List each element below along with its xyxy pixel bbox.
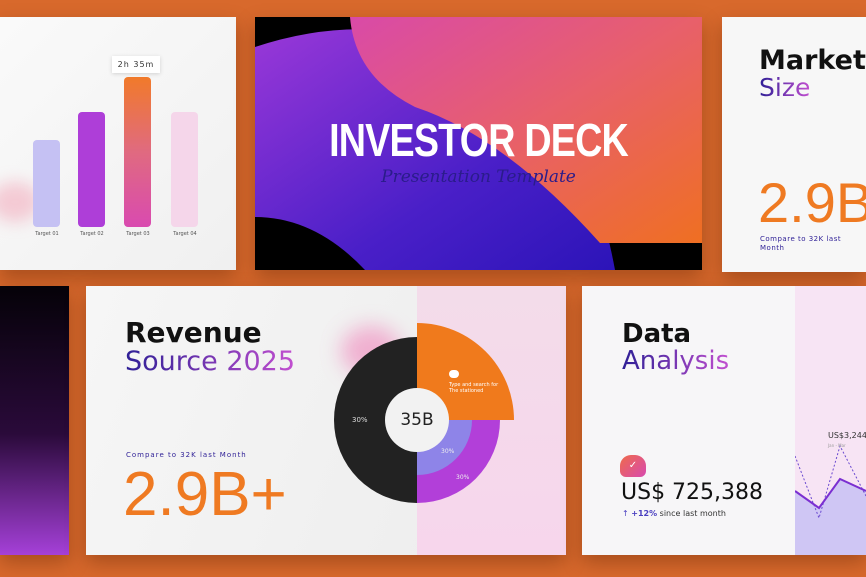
change-text: since last month xyxy=(659,509,726,518)
bar-tooltip: 2h 35m xyxy=(112,56,160,73)
segment-label: 30% xyxy=(441,448,455,455)
bar-4[interactable] xyxy=(171,111,198,227)
cloud-check-icon: ✓ xyxy=(620,455,646,477)
bar-label: Target 03 xyxy=(126,231,150,237)
cloud-check-icon xyxy=(449,370,459,378)
slide-revenue[interactable]: Revenue Source 2025 Compare to 32K last … xyxy=(86,286,566,555)
bar-3[interactable] xyxy=(124,77,151,227)
bar-label: Target 04 xyxy=(173,231,197,237)
segment-black xyxy=(334,337,417,503)
change-percent: +12% xyxy=(631,509,658,518)
slide-investor-deck[interactable]: INVESTOR DECK Presentation Template xyxy=(255,17,702,270)
segment-orange xyxy=(417,323,514,420)
market-title: Market xyxy=(759,45,866,76)
revenue-value: 2.9B+ xyxy=(123,460,287,529)
market-subtitle: Size xyxy=(759,73,811,102)
segment-label: 30% xyxy=(352,416,368,424)
segment-label: Type and search for The stationed xyxy=(449,382,499,394)
arrow-up-icon: ↑ xyxy=(622,509,629,518)
revenue-subtitle: Source 2025 xyxy=(125,346,296,377)
slide-market-size[interactable]: Market Size 2.9B Compare to 32K last Mon… xyxy=(722,17,866,272)
bar-2[interactable] xyxy=(78,111,105,227)
slide-bar-chart[interactable]: Target 01 Target 02 Target 03 Target 04 2h … xyxy=(0,17,236,270)
deck-background-shapes xyxy=(255,17,702,270)
market-value: 2.9B xyxy=(758,171,866,234)
slide-dark-gradient[interactable] xyxy=(0,286,69,555)
revenue-title: Revenue xyxy=(125,316,262,349)
chart-value: US$3,244 xyxy=(828,431,866,440)
donut-center-value: 35B xyxy=(400,410,434,430)
data-subtitle: Analysis xyxy=(622,346,730,376)
line-chart xyxy=(794,444,866,555)
market-compare: Compare to 32K last Month xyxy=(760,235,842,252)
bar-1[interactable] xyxy=(33,140,60,227)
deck-subtitle: Presentation Template xyxy=(381,167,576,187)
deck-title: INVESTOR DECK xyxy=(329,114,629,166)
data-title: Data xyxy=(622,319,692,349)
amount-value: US$ 725,388 xyxy=(621,480,764,505)
revenue-compare: Compare to 32K last Month xyxy=(126,451,247,459)
chart-panel: US$3,244 Jan - Mar xyxy=(794,286,866,555)
slide-data-analysis[interactable]: Data Analysis ✓ US$ 725,388 ↑ +12% since… xyxy=(582,286,866,555)
bar-label: Target 02 xyxy=(80,231,104,237)
chart-period: Jan - Mar xyxy=(828,443,846,448)
segment-label: 30% xyxy=(456,474,470,481)
donut-chart xyxy=(334,323,514,503)
donut-center xyxy=(385,388,449,452)
change-row: ↑ +12% since last month xyxy=(622,509,726,519)
bar-label: Target 01 xyxy=(35,231,59,237)
